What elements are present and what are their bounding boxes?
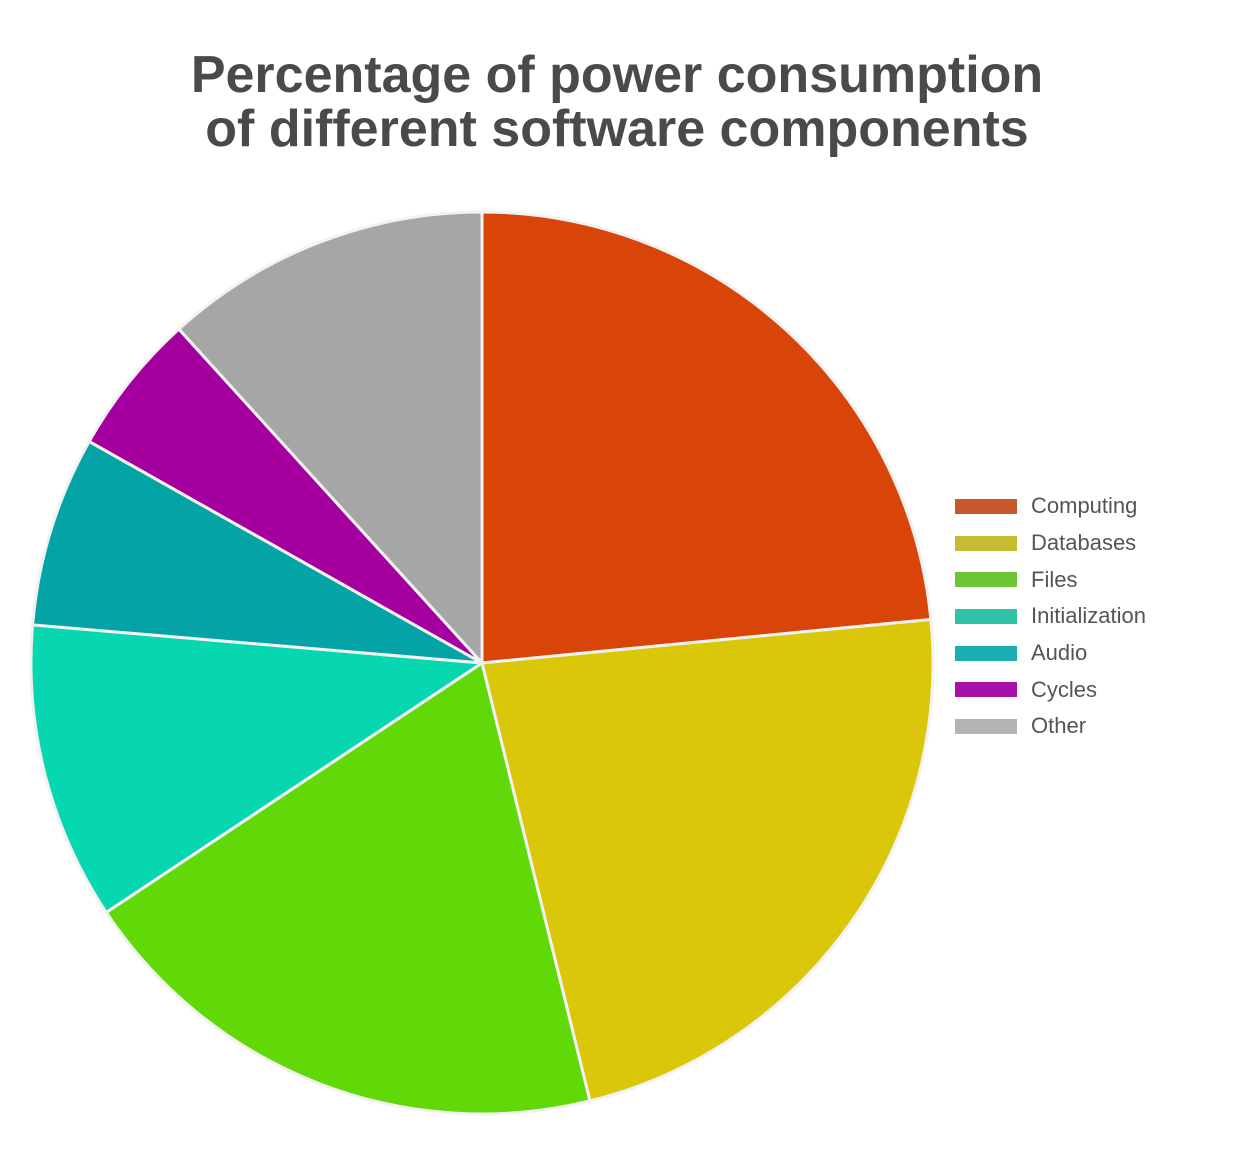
legend-swatch-audio <box>955 645 1017 661</box>
legend-swatch-initialization <box>955 608 1017 624</box>
legend-item-other: Other <box>955 708 1215 745</box>
legend-item-databases: Databases <box>955 525 1215 562</box>
legend-item-cycles: Cycles <box>955 671 1215 708</box>
legend-label-cycles: Cycles <box>1031 676 1098 702</box>
pie-slice-computing <box>480 210 933 665</box>
pie-slice-databases <box>480 617 935 1103</box>
legend-swatch-cycles <box>955 682 1017 698</box>
legend-swatch-other <box>955 718 1017 734</box>
legend-swatch-databases <box>955 535 1017 551</box>
legend-label-computing: Computing <box>1031 493 1138 519</box>
legend: Computing Databases Files Initialization… <box>955 488 1215 745</box>
chart-title-line-2: of different software components <box>205 100 1029 158</box>
pie-slice-other <box>177 210 484 665</box>
legend-item-audio: Audio <box>955 635 1215 672</box>
legend-label-other: Other <box>1031 713 1087 739</box>
pie-slice-files <box>104 661 592 1116</box>
pie-slice-initialization <box>29 623 484 914</box>
legend-label-initialization: Initialization <box>1031 603 1146 629</box>
legend-label-files: Files <box>1031 566 1078 592</box>
legend-swatch-files <box>955 572 1017 588</box>
pie-slice-audio <box>31 439 484 665</box>
pie-slices <box>29 210 935 1116</box>
legend-swatch-computing <box>955 498 1017 514</box>
legend-item-computing: Computing <box>955 488 1215 525</box>
legend-item-initialization: Initialization <box>955 598 1215 635</box>
chart-title: Percentage of power consumption of diffe… <box>0 48 1234 156</box>
legend-item-files: Files <box>955 561 1215 598</box>
legend-label-audio: Audio <box>1031 640 1088 666</box>
pie-slice-cycles <box>87 327 484 665</box>
chart-title-line-1: Percentage of power consumption <box>190 46 1044 104</box>
legend-label-databases: Databases <box>1031 530 1137 556</box>
